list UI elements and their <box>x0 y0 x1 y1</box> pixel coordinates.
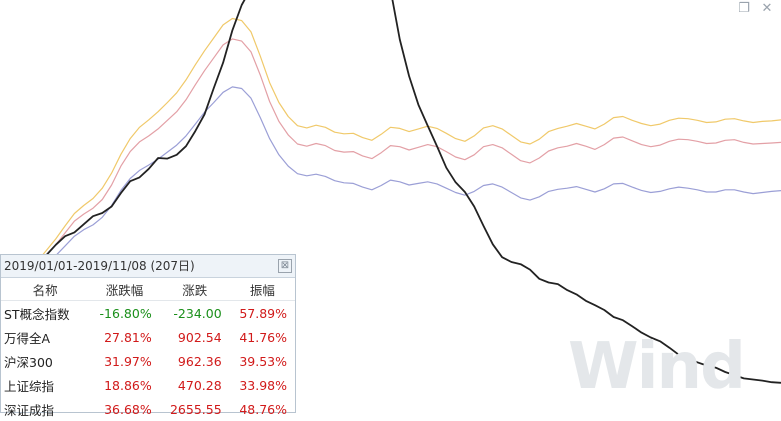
stats-table: 名称 涨跌幅 涨跌 振幅 ST概念指数 -16.80% -234.00 57.8… <box>1 278 295 421</box>
table-row[interactable]: 深证成指 36.68% 2655.55 48.76% <box>1 397 295 421</box>
table-row[interactable]: 万得全A 27.81% 902.54 41.76% <box>1 325 295 349</box>
table-row[interactable]: 上证综指 18.86% 470.28 33.98% <box>1 373 295 397</box>
row-chg: -234.00 <box>173 305 222 321</box>
row-chg: 470.28 <box>177 377 222 393</box>
panel-close-icon[interactable]: ⊠ <box>278 259 292 273</box>
wind-watermark: Wind <box>568 330 746 404</box>
row-name: ST概念指数 <box>4 306 70 322</box>
panel-title: 2019/01/01-2019/11/08 (207日) <box>4 259 195 273</box>
row-pct: -16.80% <box>99 305 152 321</box>
row-name: 万得全A <box>4 330 51 346</box>
row-name: 沪深300 <box>4 354 53 370</box>
row-chg: 902.54 <box>177 329 222 345</box>
row-pct: 18.86% <box>104 377 152 393</box>
row-chg: 962.36 <box>177 353 222 369</box>
row-name: 深证成指 <box>4 402 55 418</box>
series-line <box>0 38 781 293</box>
series-line <box>0 86 781 293</box>
table-row[interactable]: ST概念指数 -16.80% -234.00 57.89% <box>1 301 295 326</box>
interval-stats-panel: 2019/01/01-2019/11/08 (207日) ⊠ 名称 涨跌幅 涨跌… <box>0 254 296 418</box>
row-chg: 2655.55 <box>169 401 222 417</box>
row-amp: 48.76% <box>239 401 287 417</box>
table-row[interactable]: 沪深300 31.97% 962.36 39.53% <box>1 349 295 373</box>
col-header-amp: 振幅 <box>229 278 295 301</box>
row-amp: 57.89% <box>239 305 287 321</box>
close-window-icon[interactable]: ✕ <box>761 1 773 16</box>
col-header-pct: 涨跌幅 <box>89 278 160 301</box>
table-header-row: 名称 涨跌幅 涨跌 振幅 <box>1 278 295 301</box>
col-header-name: 名称 <box>1 278 90 301</box>
restore-window-icon[interactable]: ❐ <box>738 1 750 16</box>
series-line <box>0 17 781 293</box>
row-pct: 36.68% <box>104 401 152 417</box>
series-line <box>0 0 781 384</box>
col-header-chg: 涨跌 <box>159 278 230 301</box>
row-pct: 31.97% <box>104 353 152 369</box>
row-name: 上证综指 <box>4 378 55 394</box>
panel-header: 2019/01/01-2019/11/08 (207日) ⊠ <box>1 255 295 278</box>
row-amp: 33.98% <box>239 377 287 393</box>
row-amp: 39.53% <box>239 353 287 369</box>
row-amp: 41.76% <box>239 329 287 345</box>
row-pct: 27.81% <box>104 329 152 345</box>
